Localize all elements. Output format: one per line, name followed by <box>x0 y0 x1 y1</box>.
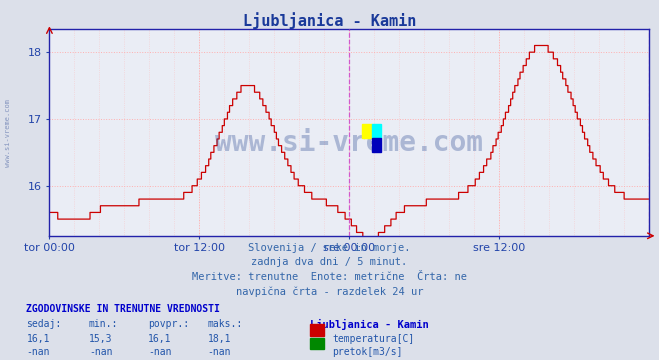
Bar <box>362 124 372 138</box>
Text: 16,1: 16,1 <box>26 334 50 344</box>
Text: povpr.:: povpr.: <box>148 319 189 329</box>
Text: Ljubljanica - Kamin: Ljubljanica - Kamin <box>243 13 416 30</box>
Text: -nan: -nan <box>148 347 172 357</box>
Text: www.si-vreme.com: www.si-vreme.com <box>5 99 11 167</box>
Text: maks.:: maks.: <box>208 319 243 329</box>
Bar <box>372 138 380 152</box>
Text: 18,1: 18,1 <box>208 334 231 344</box>
Bar <box>372 124 380 138</box>
Text: -nan: -nan <box>26 347 50 357</box>
Text: www.si-vreme.com: www.si-vreme.com <box>215 129 483 157</box>
Text: 16,1: 16,1 <box>148 334 172 344</box>
Text: sedaj:: sedaj: <box>26 319 61 329</box>
Text: 15,3: 15,3 <box>89 334 113 344</box>
Text: pretok[m3/s]: pretok[m3/s] <box>332 347 403 357</box>
Text: min.:: min.: <box>89 319 119 329</box>
Text: -nan: -nan <box>89 347 113 357</box>
Text: Slovenija / reke in morje.
zadnja dva dni / 5 minut.
Meritve: trenutne  Enote: m: Slovenija / reke in morje. zadnja dva dn… <box>192 243 467 297</box>
Text: ZGODOVINSKE IN TRENUTNE VREDNOSTI: ZGODOVINSKE IN TRENUTNE VREDNOSTI <box>26 304 220 314</box>
Text: Ljubljanica - Kamin: Ljubljanica - Kamin <box>310 319 428 330</box>
Text: -nan: -nan <box>208 347 231 357</box>
Text: temperatura[C]: temperatura[C] <box>332 334 415 344</box>
